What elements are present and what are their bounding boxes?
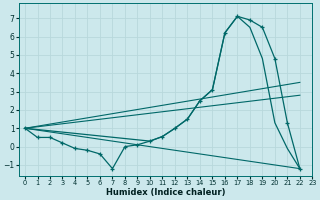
X-axis label: Humidex (Indice chaleur): Humidex (Indice chaleur) (106, 188, 225, 197)
